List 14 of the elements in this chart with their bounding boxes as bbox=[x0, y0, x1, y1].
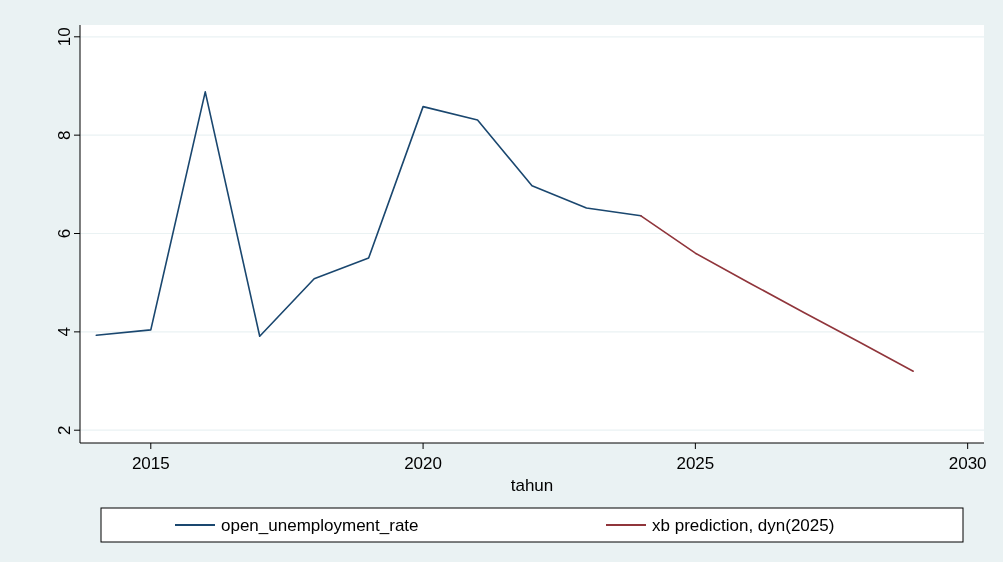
x-tick-label: 2015 bbox=[131, 454, 170, 473]
y-tick-label: 10 bbox=[55, 27, 74, 47]
x-tick-label: 2030 bbox=[948, 454, 987, 473]
legend-label: open_unemployment_rate bbox=[221, 516, 419, 535]
x-tick-label: 2025 bbox=[676, 454, 715, 473]
legend-label: xb prediction, dyn(2025) bbox=[652, 516, 835, 535]
x-axis-title: tahun bbox=[510, 476, 554, 495]
line-series bbox=[95, 91, 642, 338]
y-tick-label: 6 bbox=[55, 228, 74, 239]
x-tick-label: 2020 bbox=[404, 454, 442, 473]
y-tick-label: 2 bbox=[55, 425, 74, 435]
y-tick-label: 8 bbox=[55, 130, 74, 140]
line-series bbox=[640, 215, 915, 372]
y-tick-label: 4 bbox=[55, 327, 74, 337]
